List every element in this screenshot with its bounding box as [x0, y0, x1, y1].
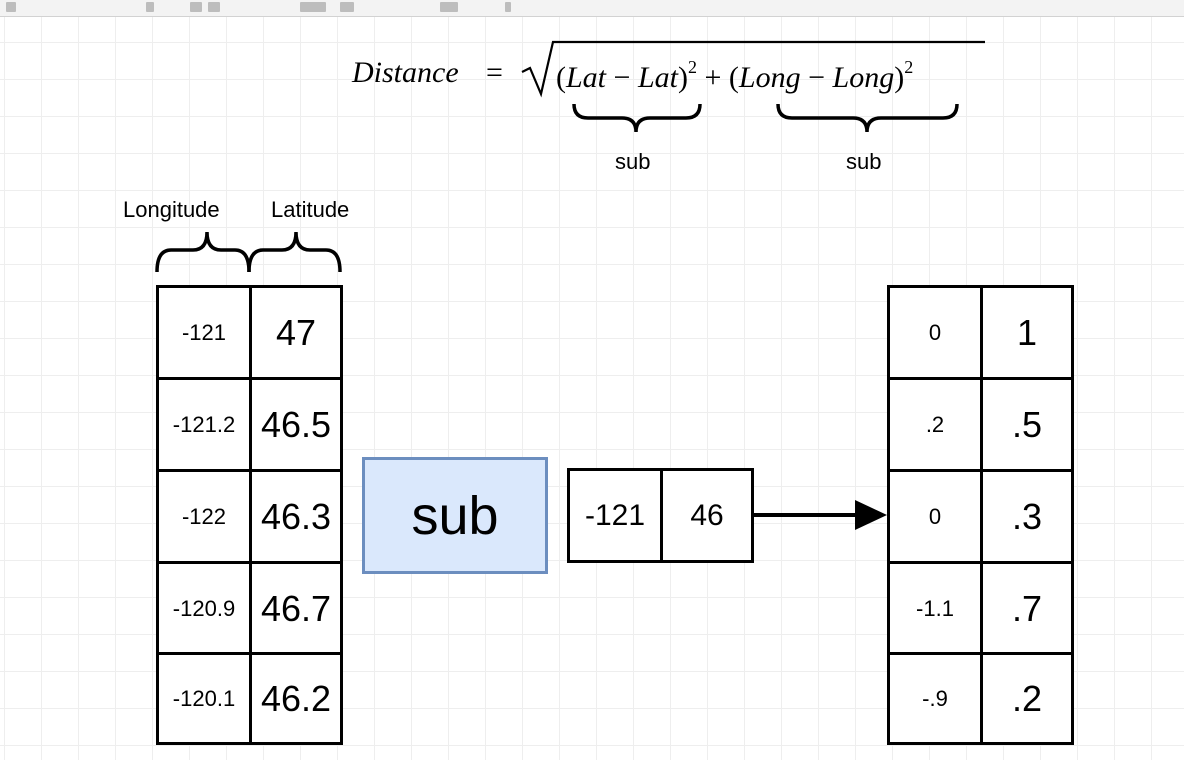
input-cell-lat: 46.5: [249, 377, 343, 472]
input-cell-lat: 47: [249, 285, 343, 380]
input-cell-lon: -120.9: [156, 561, 252, 656]
formula-brace-2: [776, 103, 959, 133]
latitude-header: Latitude: [271, 197, 350, 222]
input-cell-lon: -121.2: [156, 377, 252, 472]
connector-icon[interactable]: [440, 2, 458, 12]
page-icon[interactable]: [146, 2, 154, 12]
latitude-brace: [247, 231, 342, 273]
output-cell-lon: -1.1: [887, 561, 983, 656]
search-icon[interactable]: [6, 2, 16, 12]
distance-formula: Distance: [352, 58, 459, 88]
waypoint-icon[interactable]: [505, 2, 511, 12]
operand-lat: 46: [660, 468, 754, 563]
output-cell-lat: .7: [980, 561, 1074, 656]
input-cell-lat: 46.7: [249, 561, 343, 656]
formula-lhs: Distance: [352, 56, 459, 89]
formula-equals: =: [486, 56, 503, 89]
brace-label-2: sub: [846, 149, 882, 174]
input-cell-lon: -120.1: [156, 652, 252, 745]
output-cell-lon: .2: [887, 377, 983, 472]
sub-operation-box: sub: [362, 457, 548, 574]
formula-lat-a: Lat: [566, 61, 607, 94]
longitude-brace: [155, 231, 251, 273]
output-cell-lat: .5: [980, 377, 1074, 472]
formula-long-a: Long: [738, 61, 801, 94]
arrow-head-icon: [855, 500, 887, 530]
output-cell-lat: 1: [980, 285, 1074, 380]
formula-brace-1: [572, 103, 702, 133]
format-icon[interactable]: [300, 2, 326, 12]
formula-long-b: Long: [832, 61, 895, 94]
undo-icon[interactable]: [190, 2, 202, 12]
operand-lon: -121: [567, 468, 663, 563]
formula-radicand: (Lat − Lat)2 + (Long − Long)2: [556, 57, 914, 94]
shape-icon[interactable]: [340, 2, 354, 12]
editor-toolbar: [0, 0, 1184, 17]
output-cell-lat: .3: [980, 469, 1074, 564]
input-cell-lon: -122: [156, 469, 252, 564]
input-cell-lat: 46.3: [249, 469, 343, 564]
formula-lat-b: Lat: [637, 61, 678, 94]
input-cell-lat: 46.2: [249, 652, 343, 745]
output-cell-lon: 0: [887, 469, 983, 564]
longitude-header: Longitude: [123, 197, 220, 222]
brace-label-1: sub: [615, 149, 651, 174]
redo-icon[interactable]: [208, 2, 220, 12]
output-cell-lon: -.9: [887, 652, 983, 745]
output-cell-lat: .2: [980, 652, 1074, 745]
output-cell-lon: 0: [887, 285, 983, 380]
sqrt-radical: [521, 40, 985, 98]
input-cell-lon: -121: [156, 285, 252, 380]
